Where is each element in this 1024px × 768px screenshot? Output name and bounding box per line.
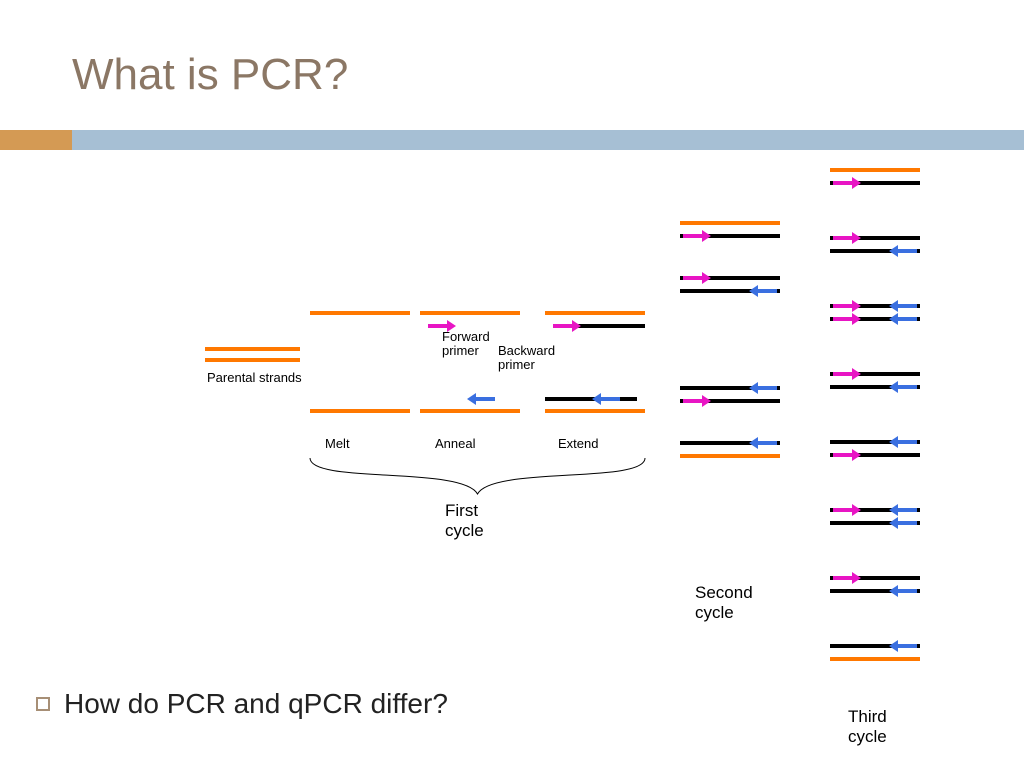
- c2-g2-rev-bot: [749, 285, 777, 297]
- c3-g5-rev-top: [889, 436, 917, 448]
- label-second-2: cycle: [695, 603, 734, 622]
- c3-g8-rev: [889, 640, 917, 652]
- label-second-1: Second: [695, 583, 753, 602]
- title-underline: [0, 130, 1024, 150]
- label-extend: Extend: [558, 436, 598, 451]
- extend-reverse-primer: [592, 393, 620, 405]
- c3-g7-fwd-top: [833, 572, 861, 584]
- c3-g6-rev-top: [889, 504, 917, 516]
- label-melt: Melt: [325, 436, 350, 451]
- c2-g1-fwd: [683, 230, 711, 242]
- c3-g2-fwd-top: [833, 232, 861, 244]
- label-bwd-primer-2: primer: [498, 357, 536, 372]
- title-underline-main: [72, 130, 1024, 150]
- label-anneal: Anneal: [435, 436, 476, 451]
- c2-g3-fwd-bot: [683, 395, 711, 407]
- title-underline-accent: [0, 130, 72, 150]
- c3-g3-fwd-top: [833, 300, 861, 312]
- label-bwd-primer-1: Backward: [498, 343, 555, 358]
- label-fwd-primer-2: primer: [442, 343, 480, 358]
- first-cycle-brace: [310, 458, 645, 494]
- c3-g2-rev-bot: [889, 245, 917, 257]
- label-third-2: cycle: [848, 727, 887, 746]
- c3-g6-rev-bot: [889, 517, 917, 529]
- label-first-cycle-1: First: [445, 501, 478, 520]
- c3-g7-rev-bot: [889, 585, 917, 597]
- c3-g4-fwd-top: [833, 368, 861, 380]
- anneal-reverse-primer: [467, 393, 495, 405]
- bullet-text: How do PCR and qPCR differ?: [64, 688, 448, 720]
- c3-g3-rev-bot: [889, 313, 917, 325]
- bullet-marker: [36, 697, 50, 711]
- c2-g2-fwd-top: [683, 272, 711, 284]
- bullet-row: How do PCR and qPCR differ?: [36, 688, 448, 720]
- anneal-forward-primer: [428, 320, 456, 332]
- label-third-1: Third: [848, 707, 887, 726]
- extend-forward-primer: [553, 320, 581, 332]
- pcr-diagram: Parental strandsForwardprimerBackwardpri…: [0, 0, 1024, 768]
- c3-g4-rev-bot: [889, 381, 917, 393]
- c3-g6-fwd-top: [833, 504, 861, 516]
- c2-g4-rev: [749, 437, 777, 449]
- c3-g5-fwd-bot: [833, 449, 861, 461]
- label-fwd-primer-1: Forward: [442, 329, 490, 344]
- c3-g1-fwd: [833, 177, 861, 189]
- c3-g3-rev-top: [889, 300, 917, 312]
- c3-g3-fwd-bot: [833, 313, 861, 325]
- c2-g3-rev-top: [749, 382, 777, 394]
- label-first-cycle-2: cycle: [445, 521, 484, 540]
- label-parental: Parental strands: [207, 370, 302, 385]
- slide-title: What is PCR?: [72, 50, 348, 100]
